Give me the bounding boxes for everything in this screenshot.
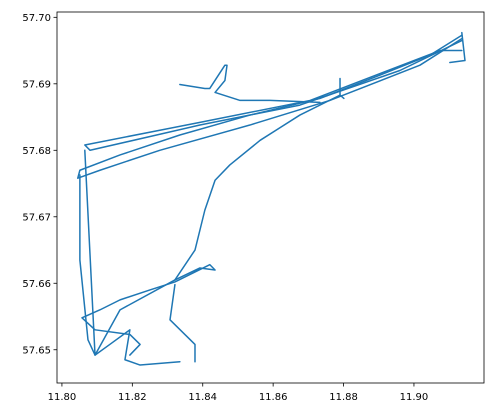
track-line [339, 77, 345, 100]
x-tick-label: 11.86 [259, 392, 288, 403]
track-line [79, 174, 181, 366]
y-tick-label: 57.67 [22, 212, 51, 223]
track-line [449, 31, 466, 64]
x-tick-label: 11.82 [118, 392, 147, 403]
y-tick-label: 57.66 [22, 279, 51, 290]
plot-frame [56, 11, 485, 384]
y-tick-label: 57.69 [22, 79, 51, 90]
track-line [81, 263, 216, 356]
x-tick-label: 11.80 [48, 392, 77, 403]
y-tick-label: 57.70 [22, 13, 51, 24]
x-tick-label: 11.88 [329, 392, 358, 403]
track-line [84, 94, 341, 356]
y-tick-label: 57.65 [22, 345, 51, 356]
track-line [179, 64, 321, 104]
track-line [84, 39, 463, 152]
x-tick-label: 11.84 [188, 392, 217, 403]
track-line [77, 34, 463, 179]
track-line [169, 283, 196, 363]
x-tick-label: 11.90 [400, 392, 429, 403]
y-tick-label: 57.68 [22, 146, 51, 157]
